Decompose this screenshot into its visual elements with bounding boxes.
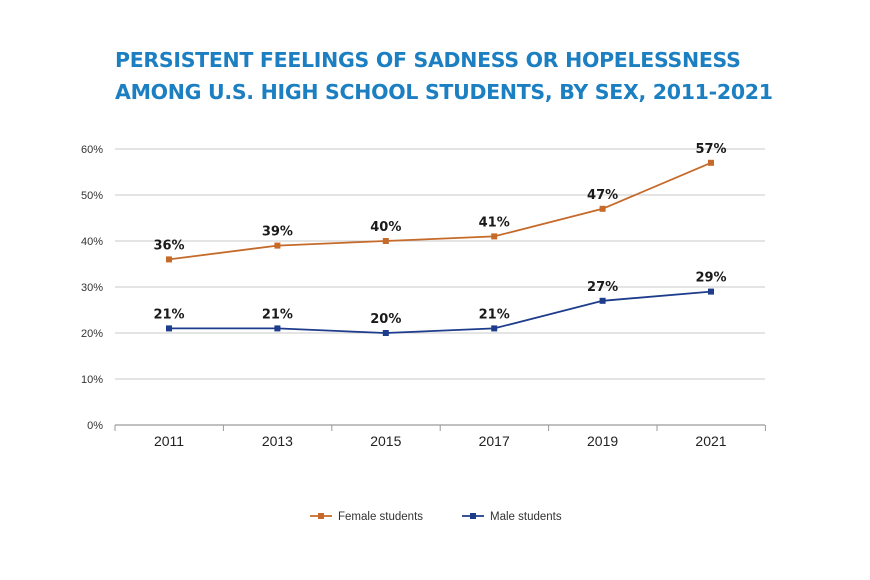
y-tick-label: 50% xyxy=(81,190,103,202)
x-tick-label: 2011 xyxy=(154,433,184,449)
data-label: 41% xyxy=(479,215,510,230)
x-tick-label: 2021 xyxy=(695,433,726,449)
data-label: 21% xyxy=(262,307,293,322)
data-point xyxy=(382,238,389,244)
legend-marker xyxy=(318,513,324,519)
data-label: 57% xyxy=(695,142,726,157)
series-line-male xyxy=(169,290,712,334)
data-label: 21% xyxy=(153,307,184,322)
data-label: 36% xyxy=(153,238,184,253)
y-tick-label: 0% xyxy=(87,420,103,432)
data-point xyxy=(491,325,498,332)
y-tick-label: 40% xyxy=(81,236,103,248)
data-point xyxy=(274,242,281,249)
data-label: 40% xyxy=(370,220,401,235)
x-tick-label: 2019 xyxy=(587,433,618,449)
x-tick-label: 2017 xyxy=(479,433,510,449)
data-label: 20% xyxy=(370,312,401,327)
legend-label: Male students xyxy=(490,511,562,523)
data-point xyxy=(382,330,389,336)
data-label: 27% xyxy=(587,280,618,295)
legend: Female students Male students xyxy=(310,511,562,523)
legend-marker xyxy=(470,513,476,519)
legend-label: Female students xyxy=(338,511,423,523)
data-label: 47% xyxy=(587,188,618,203)
data-labels: 36% 39% 40% 41% 47% 57% 21% 21% 20% 21% 27% 29% xyxy=(153,142,726,327)
chart-title-line-1: PERSISTENT FEELINGS OF SADNESS OR HOPELE… xyxy=(115,48,741,72)
data-point xyxy=(166,325,172,332)
gridlines xyxy=(115,148,765,426)
y-tick-label: 20% xyxy=(81,328,103,340)
data-point xyxy=(708,288,714,295)
data-label: 39% xyxy=(262,225,293,240)
y-tick-label: 60% xyxy=(81,144,103,156)
series-line-female xyxy=(168,161,712,261)
data-label: 21% xyxy=(479,307,510,322)
y-axis: 0% 10% 20% 30% 40% 50% 60% xyxy=(81,144,103,432)
y-tick-label: 10% xyxy=(81,374,103,386)
data-point xyxy=(708,159,714,166)
x-tick-label: 2013 xyxy=(262,433,293,449)
data-point xyxy=(599,205,606,212)
chart-title-line-2: AMONG U.S. HIGH SCHOOL STUDENTS, BY SEX,… xyxy=(115,80,773,104)
data-point xyxy=(599,297,606,304)
data-point xyxy=(491,233,498,240)
data-point xyxy=(166,256,172,263)
data-label: 29% xyxy=(695,271,726,286)
x-tick-label: 2015 xyxy=(370,433,401,449)
y-tick-label: 30% xyxy=(81,282,103,294)
series-group xyxy=(166,159,714,336)
x-axis: 2011 2013 2015 2017 2019 2021 xyxy=(114,425,766,449)
chart-title: PERSISTENT FEELINGS OF SADNESS OR HOPELE… xyxy=(115,44,835,108)
data-point xyxy=(274,325,281,332)
